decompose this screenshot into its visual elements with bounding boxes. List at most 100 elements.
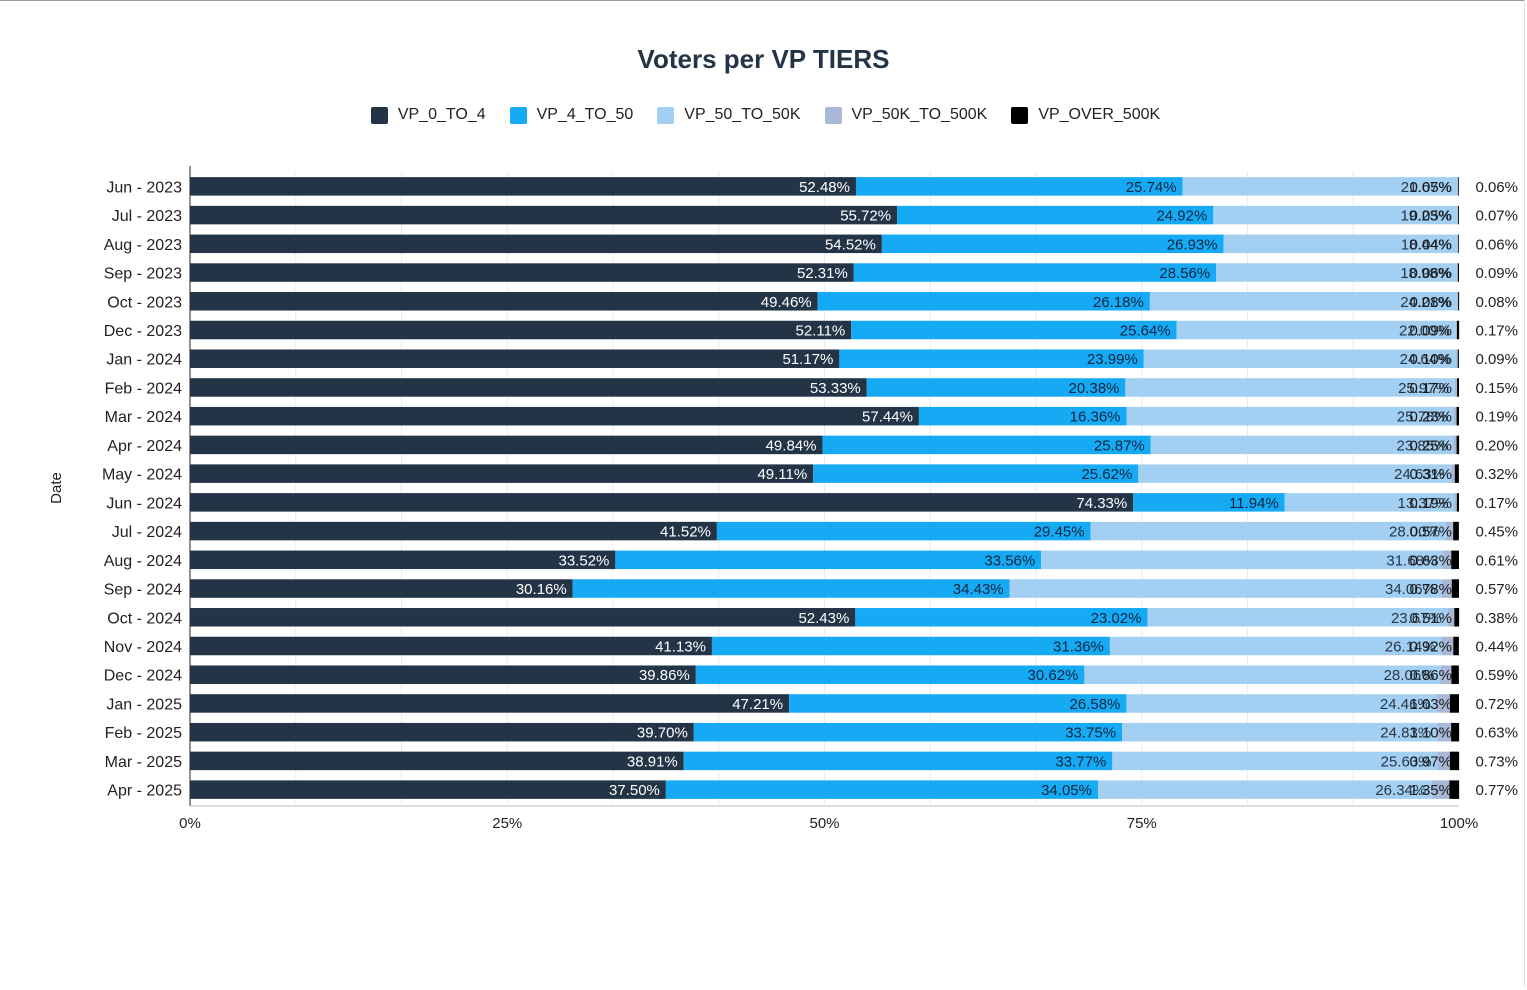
bar-segment — [1454, 493, 1457, 512]
bar-segment — [1454, 378, 1458, 397]
bar-segment — [1445, 521, 1454, 541]
bar-segment — [1458, 292, 1460, 311]
category-label: Jan - 2024 — [106, 352, 182, 369]
bar-segment — [1133, 493, 1285, 512]
bar-segment — [190, 636, 712, 656]
bar-segment — [1126, 406, 1454, 426]
category-label: Nov - 2024 — [104, 639, 182, 656]
bar-segment — [1456, 493, 1459, 512]
data-label: 0.57% — [1475, 581, 1518, 598]
legend-label: VP_0_TO_4 — [397, 106, 486, 123]
bar-segment — [1457, 177, 1459, 196]
x-tick-label: 75% — [1127, 815, 1157, 832]
data-label: 0.07% — [1475, 208, 1518, 225]
data-label: 0.72% — [1475, 696, 1518, 713]
data-label: 0.08% — [1475, 294, 1518, 311]
bar-segment — [190, 722, 694, 742]
data-label: 33.56% — [984, 552, 1035, 569]
bar-segment — [839, 349, 1144, 368]
bar-segment — [190, 694, 790, 713]
data-label: 0.05% — [1409, 208, 1452, 225]
data-label: 25.87% — [1094, 437, 1145, 454]
data-label: 0.92% — [1409, 639, 1452, 656]
data-label: 74.33% — [1076, 495, 1127, 512]
data-label: 0.97% — [1409, 753, 1452, 770]
bar-segment — [1451, 579, 1459, 598]
legend-item-vp-0-to-4[interactable]: VP_0_TO_4 — [367, 106, 486, 124]
category-label: Apr - 2024 — [107, 438, 182, 455]
bar-segment — [918, 406, 1127, 426]
data-label: 0.17% — [1475, 495, 1518, 512]
data-label: 26.34% — [1375, 782, 1426, 799]
bar-segment — [683, 751, 1113, 771]
data-label: 52.43% — [798, 610, 849, 627]
data-label: 0.05% — [1409, 179, 1452, 196]
legend-item-vp-50-to-50k[interactable]: VP_50_TO_50K — [653, 106, 801, 124]
bar-segment — [1457, 205, 1458, 225]
bar-segment — [1458, 234, 1459, 254]
y-axis-title: Date — [48, 472, 65, 504]
bar-segment — [1451, 665, 1459, 684]
bar-segment — [855, 177, 1183, 196]
data-label: 38.91% — [627, 753, 678, 770]
bar-segment — [1454, 464, 1459, 483]
data-label: 0.78% — [1409, 581, 1452, 598]
bar-segment — [190, 550, 616, 570]
bar-segment — [190, 493, 1134, 512]
bar-segment — [190, 435, 823, 455]
data-label: 0.51% — [1409, 610, 1452, 627]
legend-item-vp-over-500k[interactable]: VP_OVER_500K — [1007, 106, 1160, 124]
data-label: 1.10% — [1409, 725, 1452, 742]
bar-segment — [1284, 493, 1455, 512]
bar-segment — [855, 608, 1148, 627]
data-label: 49.11% — [757, 466, 807, 483]
bar-segment — [866, 378, 1126, 397]
legend-label: VP_4_TO_50 — [536, 106, 634, 123]
data-label: 1.35% — [1409, 782, 1452, 799]
bar-segment — [1125, 378, 1455, 397]
category-label: Jun - 2023 — [106, 179, 182, 196]
data-label: 16.36% — [1070, 409, 1121, 426]
data-label: 0.57% — [1409, 524, 1452, 541]
bar-segment — [1453, 636, 1459, 656]
data-label: 1.03% — [1409, 696, 1452, 713]
data-label: 55.72% — [840, 208, 891, 225]
data-label: 20.38% — [1069, 380, 1120, 397]
data-label: 0.08% — [1409, 294, 1452, 311]
data-label: 0.59% — [1475, 667, 1518, 684]
bar-segment — [1112, 751, 1438, 771]
bar-segment — [1122, 722, 1438, 742]
data-label: 26.14% — [1385, 639, 1436, 656]
bar-segment — [1447, 608, 1455, 627]
bar-segment — [716, 521, 1091, 541]
bar-segment — [1090, 521, 1446, 541]
legend-item-vp-4-to-50[interactable]: VP_4_TO_50 — [506, 106, 634, 124]
bar-segment — [1457, 234, 1459, 254]
data-label: 47.21% — [732, 696, 783, 713]
data-label: 0.04% — [1409, 236, 1452, 253]
bar-segment — [1138, 464, 1451, 483]
category-label: May - 2024 — [102, 467, 182, 484]
data-label: 18.44% — [1401, 236, 1452, 253]
legend-item-vp-50k-to-500k[interactable]: VP_50K_TO_500K — [821, 106, 987, 124]
bar-segment — [190, 320, 852, 340]
data-label: 28.06% — [1384, 667, 1435, 684]
data-label: 0.09% — [1475, 351, 1518, 368]
bar-segment — [1457, 205, 1459, 225]
data-label: 0.77% — [1475, 782, 1518, 799]
bar-segment — [1451, 722, 1460, 742]
bar-segment — [1457, 378, 1459, 397]
bar-segment — [1453, 435, 1457, 455]
bar-segment — [1450, 464, 1455, 483]
data-label: 25.63% — [1381, 753, 1432, 770]
legend: VP_0_TO_4 VP_4_TO_50 VP_50_TO_50K VP_50K… — [0, 106, 1527, 124]
bar-segment — [1454, 608, 1460, 627]
data-label: 26.58% — [1070, 696, 1121, 713]
data-label: 0.61% — [1475, 552, 1518, 569]
bar-segment — [1437, 751, 1450, 771]
category-label: Oct - 2023 — [107, 294, 182, 311]
bar-segment — [1456, 320, 1460, 340]
data-label: 29.45% — [1034, 524, 1085, 541]
bar-segment — [1458, 177, 1459, 196]
